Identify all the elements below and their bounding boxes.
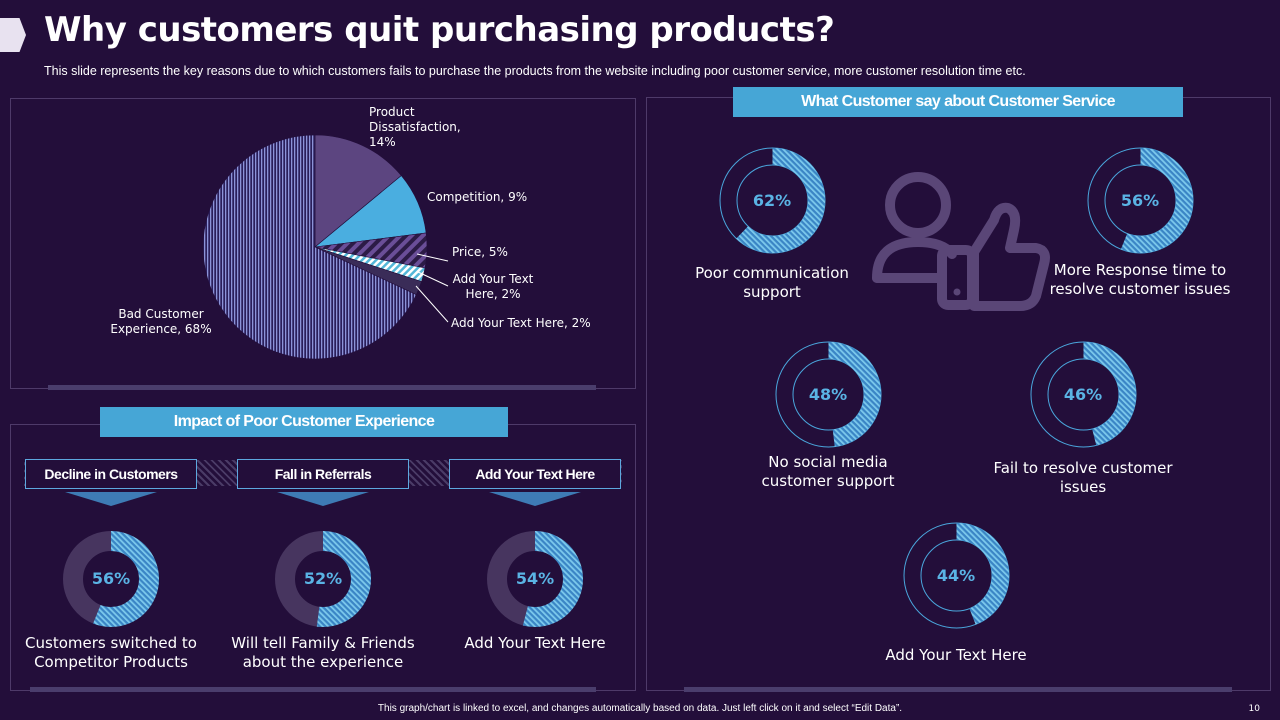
pie-label: Bad Customer Experience, 68% xyxy=(106,307,216,337)
pie-label: Add Your Text Here, 2% xyxy=(451,272,535,302)
service-donut[interactable]: 44% xyxy=(902,521,1011,630)
donut-percentage: 44% xyxy=(936,565,976,585)
pie-label-line: Here, 2% xyxy=(465,287,521,301)
pie-label-line: Bad Customer xyxy=(118,307,204,321)
service-caption: Add Your Text Here xyxy=(851,646,1061,665)
donut-percentage: 48% xyxy=(808,384,848,404)
pie-leader-line xyxy=(416,253,449,262)
donut-percentage: 56% xyxy=(1120,190,1160,210)
donut-value-arc xyxy=(719,147,825,253)
donut-value-arc xyxy=(487,531,583,627)
service-caption: No social media customer support xyxy=(723,453,933,491)
pie-slice-bad-customer-experience[interactable] xyxy=(202,134,417,360)
impact-banner: Impact of Poor Customer Experience xyxy=(100,407,508,437)
pie-leader-line xyxy=(417,271,449,287)
impact-arrow xyxy=(277,492,369,506)
donut-value-arc xyxy=(1087,147,1193,253)
donut-percentage: 56% xyxy=(91,569,131,588)
pie-chart[interactable] xyxy=(0,90,640,390)
pie-label: Price, 5% xyxy=(452,245,508,260)
caption-line: Poor communication xyxy=(695,264,849,282)
impact-caption: Customers switched to Competitor Products xyxy=(11,634,211,672)
footer-note: This graph/chart is linked to excel, and… xyxy=(377,703,903,714)
pie-label-line: Price, 5% xyxy=(452,245,508,259)
pie-label: Competition, 9% xyxy=(427,190,527,205)
caption-line: More Response time to xyxy=(1053,261,1227,279)
pie-label-line: Product xyxy=(369,105,415,119)
impact-caption: Will tell Family & Friends about the expe… xyxy=(223,634,423,672)
pie-label: Add Your Text Here, 2% xyxy=(451,316,591,331)
caption-line: Will tell Family & Friends xyxy=(231,634,415,652)
service-donut[interactable]: 56% xyxy=(1086,146,1195,255)
donut-percentage: 52% xyxy=(303,569,343,588)
service-caption: Fail to resolve customer issues xyxy=(978,459,1188,497)
pie-leader-line xyxy=(415,285,449,323)
impact-donut[interactable]: 52% xyxy=(273,529,373,629)
pie-label-line: Add Your Text Here, 2% xyxy=(451,316,591,330)
service-caption: More Response time to resolve customer is… xyxy=(1035,261,1245,299)
caption-line: Customers switched to xyxy=(25,634,197,652)
donut-percentage: 62% xyxy=(752,190,792,210)
customer-service-banner: What Customer say about Customer Service xyxy=(733,87,1183,117)
caption-line: resolve customer issues xyxy=(1049,280,1231,298)
pie-slice-product-dissatisfaction[interactable] xyxy=(314,134,402,248)
impact-heading-box: Add Your Text Here xyxy=(449,459,621,489)
title-tab-marker xyxy=(0,18,26,52)
donut-percentage: 46% xyxy=(1063,384,1103,404)
caption-line: Add Your Text Here xyxy=(464,634,606,652)
pie-label-line: Experience, 68% xyxy=(110,322,212,336)
pie-panel-shelf xyxy=(48,385,596,390)
page-number: 10 xyxy=(1248,704,1260,714)
pie-label: Product Dissatisfaction, 14% xyxy=(369,105,461,150)
customer-service-shelf xyxy=(684,687,1232,692)
donut-value-arc xyxy=(275,531,371,627)
donut-value-arc xyxy=(1030,341,1136,447)
impact-donut[interactable]: 56% xyxy=(61,529,161,629)
impact-donut[interactable]: 54% xyxy=(485,529,585,629)
caption-line: support xyxy=(743,283,801,301)
caption-line: Fail to resolve customer xyxy=(993,459,1173,477)
page-title: Why customers quit purchasing products? xyxy=(44,10,835,50)
caption-line: issues xyxy=(1059,478,1107,496)
caption-line: Add Your Text Here xyxy=(885,646,1027,664)
donut-percentage: 54% xyxy=(515,569,555,588)
pie-label-line: 14% xyxy=(369,135,396,149)
pie-label-line: Dissatisfaction, xyxy=(369,120,461,134)
impact-arrow xyxy=(65,492,157,506)
caption-line: Competitor Products xyxy=(34,653,188,671)
impact-panel-shelf xyxy=(30,687,596,692)
service-donut[interactable]: 62% xyxy=(718,146,827,255)
caption-line: No social media xyxy=(768,453,888,471)
impact-heading-box: Decline in Customers xyxy=(25,459,197,489)
caption-line: customer support xyxy=(761,472,895,490)
donut-value-arc xyxy=(903,522,1009,628)
donut-value-arc xyxy=(775,341,881,447)
impact-caption: Add Your Text Here xyxy=(435,634,635,653)
impact-heading-box: Fall in Referrals xyxy=(237,459,409,489)
service-donut[interactable]: 46% xyxy=(1029,340,1138,449)
customer-thumbs-up-icon xyxy=(872,172,1050,311)
pie-label-line: Competition, 9% xyxy=(427,190,528,204)
donut-value-arc xyxy=(63,531,159,627)
page-subtitle: This slide represents the key reasons du… xyxy=(44,64,1026,78)
pie-label-line: Add Your Text xyxy=(452,272,534,286)
impact-arrow xyxy=(489,492,581,506)
caption-line: about the experience xyxy=(242,653,404,671)
service-caption: Poor communication support xyxy=(667,264,877,302)
service-donut[interactable]: 48% xyxy=(774,340,883,449)
